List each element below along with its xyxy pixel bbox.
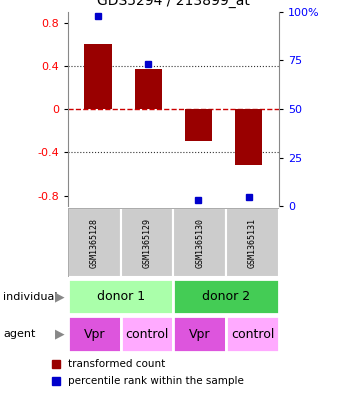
Text: control: control [231, 327, 274, 341]
Bar [185, 109, 212, 141]
Text: donor 2: donor 2 [202, 290, 250, 303]
Bar [68, 279, 173, 314]
Text: control: control [125, 327, 169, 341]
Text: donor 1: donor 1 [97, 290, 145, 303]
Bar [121, 208, 173, 277]
Text: percentile rank within the sample: percentile rank within the sample [68, 376, 244, 386]
Bar [173, 316, 226, 352]
Text: ▶: ▶ [55, 290, 64, 303]
Title: GDS5294 / 213899_at: GDS5294 / 213899_at [97, 0, 250, 8]
Bar [235, 109, 262, 165]
Text: agent: agent [3, 329, 36, 339]
Text: Vpr: Vpr [84, 327, 105, 341]
Bar [173, 279, 279, 314]
Text: GSM1365131: GSM1365131 [248, 218, 257, 268]
Text: GSM1365128: GSM1365128 [90, 218, 99, 268]
Bar [68, 316, 121, 352]
Bar [173, 208, 226, 277]
Bar [226, 208, 279, 277]
Bar [84, 44, 112, 109]
Text: ▶: ▶ [55, 327, 64, 341]
Text: GSM1365130: GSM1365130 [195, 218, 204, 268]
Bar [135, 69, 162, 109]
Bar [68, 208, 121, 277]
Bar [226, 316, 279, 352]
Text: Vpr: Vpr [189, 327, 210, 341]
Text: transformed count: transformed count [68, 358, 165, 369]
Text: individual: individual [3, 292, 58, 302]
Bar [121, 316, 173, 352]
Text: GSM1365129: GSM1365129 [142, 218, 152, 268]
